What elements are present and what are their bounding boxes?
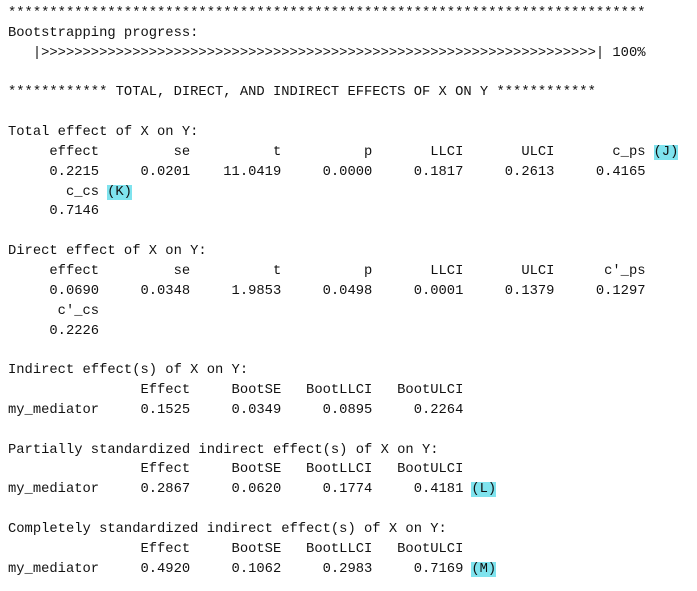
line-text: effect se t p LLCI ULCI c'_ps	[8, 263, 646, 279]
line-text: my_mediator 0.4920 0.1062 0.2983 0.7169	[8, 561, 464, 577]
line-text: Effect BootSE BootLLCI BootULCI	[8, 541, 464, 557]
line-text: Total effect of X on Y:	[8, 125, 199, 141]
output-block: Indirect effect(s) of X on Y: Effect Boo…	[8, 361, 697, 421]
output-line: Total effect of X on Y:	[8, 123, 697, 143]
output-line: my_mediator 0.2867 0.0620 0.1774 0.4181 (…	[8, 480, 697, 500]
output-line: Effect BootSE BootLLCI BootULCI	[8, 460, 697, 480]
output-line: Completely standardized indirect effect(…	[8, 520, 697, 540]
line-text: Bootstrapping progress:	[8, 25, 199, 41]
output-line: Bootstrapping progress:	[8, 24, 697, 44]
line-text: my_mediator 0.2867 0.0620 0.1774 0.4181	[8, 482, 464, 498]
line-text: 0.2215 0.0201 11.0419 0.0000 0.1817 0.26…	[8, 164, 646, 180]
output-line: 0.0690 0.0348 1.9853 0.0498 0.0001 0.137…	[8, 282, 697, 302]
output-line: Direct effect of X on Y:	[8, 242, 697, 262]
output-block: Partially standardized indirect effect(s…	[8, 441, 697, 501]
output-line: ************ TOTAL, DIRECT, AND INDIRECT…	[8, 83, 697, 103]
output-line: 0.2215 0.0201 11.0419 0.0000 0.1817 0.26…	[8, 163, 697, 183]
highlight-tag: (L)	[471, 482, 497, 498]
output-line: c_cs (K)	[8, 183, 697, 203]
highlight-tag: (M)	[471, 561, 497, 577]
line-text: Partially standardized indirect effect(s…	[8, 442, 439, 458]
output-line: my_mediator 0.1525 0.0349 0.0895 0.2264	[8, 401, 697, 421]
highlight-tag: (K)	[107, 184, 132, 200]
line-text: Completely standardized indirect effect(…	[8, 521, 447, 537]
line-text: ************ TOTAL, DIRECT, AND INDIRECT…	[8, 85, 596, 101]
line-text: c_cs	[8, 184, 100, 200]
line-text: 0.7146	[8, 204, 100, 220]
output-line: ****************************************…	[8, 4, 697, 24]
line-text: Effect BootSE BootLLCI BootULCI	[8, 383, 464, 399]
line-text: c'_cs	[8, 303, 100, 319]
output-line: c'_cs	[8, 302, 697, 322]
line-text: Direct effect of X on Y:	[8, 244, 207, 260]
highlight-tag: (J)	[653, 144, 679, 160]
output-block: Completely standardized indirect effect(…	[8, 520, 697, 580]
line-text: ****************************************…	[8, 6, 646, 21]
line-text: Effect BootSE BootLLCI BootULCI	[8, 462, 464, 478]
output-line: effect se t p LLCI ULCI c'_ps	[8, 262, 697, 282]
line-text: 0.0690 0.0348 1.9853 0.0498 0.0001 0.137…	[8, 283, 646, 299]
output-block: Direct effect of X on Y: effect se t p L…	[8, 242, 697, 341]
output-line: Indirect effect(s) of X on Y:	[8, 361, 697, 381]
line-text: 0.2226	[8, 323, 100, 339]
output-line: Effect BootSE BootLLCI BootULCI	[8, 540, 697, 560]
output-line: 0.2226	[8, 322, 697, 342]
output-block: Total effect of X on Y: effect se t p LL…	[8, 123, 697, 222]
output-block: ****************************************…	[8, 4, 697, 64]
output-line: my_mediator 0.4920 0.1062 0.2983 0.7169 (…	[8, 560, 697, 580]
line-text: Indirect effect(s) of X on Y:	[8, 363, 249, 379]
line-text: effect se t p LLCI ULCI c_ps	[8, 144, 646, 160]
output-line: effect se t p LLCI ULCI c_ps (J)	[8, 143, 697, 163]
line-text: |>>>>>>>>>>>>>>>>>>>>>>>>>>>>>>>>>>>>>>>…	[8, 45, 646, 61]
output-line: Effect BootSE BootLLCI BootULCI	[8, 381, 697, 401]
output-line: Partially standardized indirect effect(s…	[8, 441, 697, 461]
output-line: 0.7146	[8, 202, 697, 222]
output-block: ************ TOTAL, DIRECT, AND INDIRECT…	[8, 83, 697, 103]
line-text: my_mediator 0.1525 0.0349 0.0895 0.2264	[8, 402, 464, 418]
console-output: ****************************************…	[8, 4, 697, 580]
output-line: |>>>>>>>>>>>>>>>>>>>>>>>>>>>>>>>>>>>>>>>…	[8, 44, 697, 64]
